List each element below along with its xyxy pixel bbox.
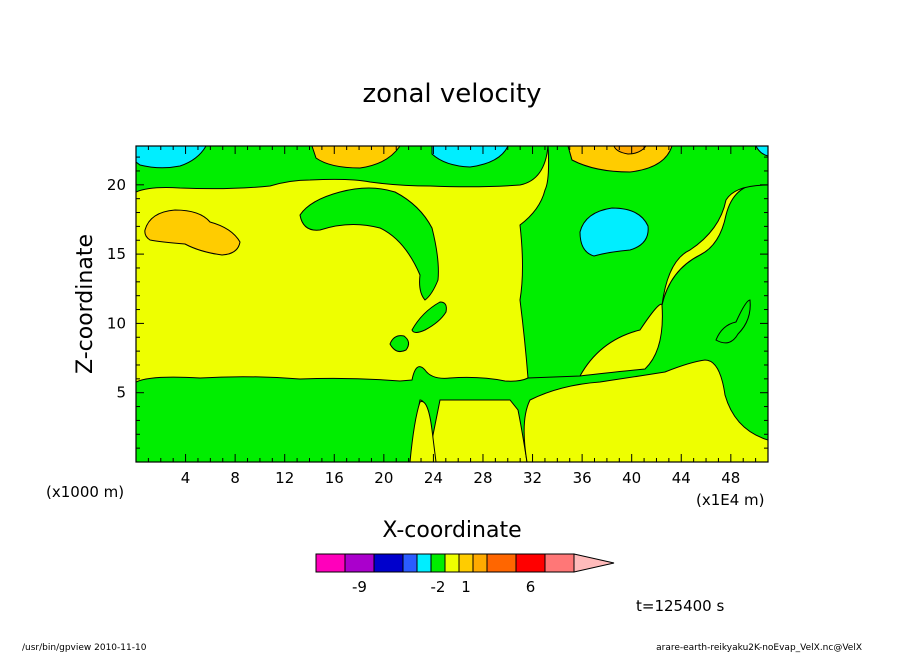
colorbar-label: 1 bbox=[461, 578, 471, 596]
colorbar-label: -9 bbox=[352, 578, 367, 596]
colorbar-swatch bbox=[444, 553, 460, 573]
footer-right: arare-earth-reikyaku2K-noEvap_VelX.nc@Ve… bbox=[656, 643, 862, 653]
colorbar-label: -2 bbox=[431, 578, 446, 596]
x-tick-label: 32 bbox=[523, 469, 542, 487]
y-tick-label: 15 bbox=[107, 245, 126, 263]
contour-band-green-dot bbox=[389, 335, 410, 352]
contour-band-valley-yellow bbox=[409, 401, 437, 462]
colorbar-swatch bbox=[458, 553, 474, 573]
contour-band-right-intrusion bbox=[715, 299, 751, 344]
x-tick-label: 48 bbox=[721, 469, 740, 487]
colorbar-swatch bbox=[472, 553, 488, 573]
contour-band-orange-topright bbox=[567, 146, 673, 173]
colorbar-swatch bbox=[515, 553, 546, 573]
x-tick-label: 8 bbox=[230, 469, 240, 487]
colorbar-swatch bbox=[486, 553, 517, 573]
colorbar-swatch bbox=[544, 553, 575, 573]
x-tick-label: 4 bbox=[181, 469, 191, 487]
x-tick-label: 24 bbox=[424, 469, 443, 487]
contour-band-darkorange-topright bbox=[613, 146, 647, 155]
x-tick-label: 20 bbox=[374, 469, 393, 487]
x-tick-label: 36 bbox=[573, 469, 592, 487]
contour-band-cyan-right bbox=[579, 207, 649, 257]
contour-band-green-midcolumn bbox=[519, 146, 768, 379]
y-tick-label: 20 bbox=[107, 176, 126, 194]
contour-field bbox=[136, 146, 768, 462]
colorbar-swatch bbox=[315, 553, 346, 573]
colorbar-swatch bbox=[344, 553, 375, 573]
x-axis-title: X-coordinate bbox=[382, 518, 521, 543]
x-tick-label: 28 bbox=[473, 469, 492, 487]
x-tick-label: 40 bbox=[622, 469, 641, 487]
colorbar-swatch bbox=[430, 553, 446, 573]
x-tick-label: 12 bbox=[275, 469, 294, 487]
y-unit-label: (x1000 m) bbox=[46, 483, 124, 501]
y-tick-label: 5 bbox=[116, 384, 126, 402]
plot-frame bbox=[135, 145, 769, 463]
y-axis-ticks: 5 10 15 20 bbox=[107, 156, 768, 449]
x-tick-label: 16 bbox=[325, 469, 344, 487]
contour-band-green-blob bbox=[411, 301, 447, 333]
chart-title: zonal velocity bbox=[362, 79, 541, 109]
contour-band-cyan-corner bbox=[755, 146, 768, 157]
y-axis-title: Z-coordinate bbox=[73, 234, 98, 374]
colorbar-swatch bbox=[402, 553, 418, 573]
time-annotation: t=125400 s bbox=[636, 597, 724, 615]
colorbar-label: 6 bbox=[526, 578, 536, 596]
contour-band-cyan-top bbox=[431, 146, 509, 168]
colorbar-swatch bbox=[416, 553, 432, 573]
colorbar-extension bbox=[573, 553, 615, 573]
contour-band-orange-left bbox=[144, 209, 241, 256]
footer-left: /usr/bin/gpview 2010-11-10 bbox=[22, 643, 147, 653]
x-axis-ticks: 4 8 12 16 20 24 28 32 36 40 44 48 bbox=[147, 146, 769, 487]
colorbar-labels: -9 -2 1 6 bbox=[352, 578, 535, 596]
colorbar-swatch bbox=[373, 553, 404, 573]
y-tick-label: 10 bbox=[107, 314, 126, 332]
colorbar bbox=[315, 553, 615, 573]
contour-band-green-plume bbox=[299, 187, 439, 301]
x-tick-label: 44 bbox=[672, 469, 691, 487]
contour-band-cyan-left bbox=[136, 146, 207, 169]
contour-band-right-yellow bbox=[523, 359, 768, 462]
x-unit-label: (x1E4 m) bbox=[696, 491, 765, 509]
